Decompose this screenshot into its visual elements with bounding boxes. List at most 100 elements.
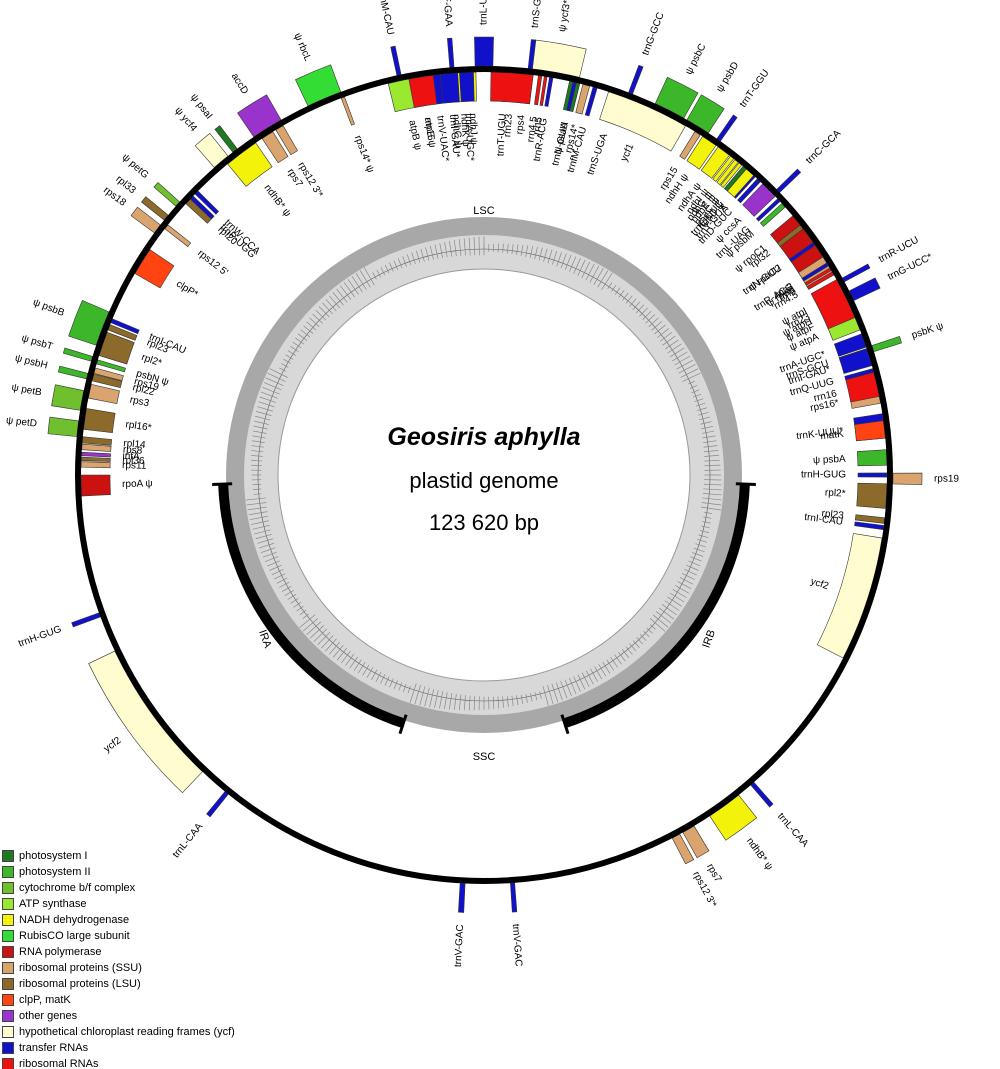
gc-tick <box>292 341 302 349</box>
gc-tick <box>332 644 344 658</box>
gene-block <box>534 75 543 106</box>
title-line-3: 123 620 bp <box>429 510 539 535</box>
irb-arc <box>563 483 750 728</box>
gc-tick <box>372 272 377 280</box>
legend-label: ribosomal proteins (SSU) <box>19 962 142 974</box>
legend-label: photosystem I <box>19 850 88 862</box>
gc-tick <box>371 669 378 680</box>
gc-tick <box>577 259 586 276</box>
gc-tick <box>664 600 680 611</box>
gc-tick <box>704 459 720 462</box>
gc-tick <box>556 252 562 267</box>
gc-tick <box>506 243 509 254</box>
legend-item-trn: transfer RNAs <box>2 1040 235 1056</box>
gene-block <box>726 168 755 198</box>
gene-block <box>804 267 832 286</box>
gc-tick <box>667 343 682 354</box>
gene-label: rrn5 <box>531 116 545 136</box>
gene-block <box>153 182 181 207</box>
gene-block <box>737 178 761 204</box>
gc-tick <box>502 243 504 253</box>
gene-block <box>93 367 124 382</box>
gc-tick <box>697 407 707 411</box>
gene-infa: infA <box>81 451 140 463</box>
gc-tick <box>702 435 716 439</box>
gene-block <box>539 76 548 106</box>
gene-ycf2: ycf2 <box>88 650 203 794</box>
gc-tick <box>249 515 269 521</box>
gc-tick <box>411 252 416 264</box>
gc-tick <box>325 638 337 652</box>
gc-tick <box>313 628 328 642</box>
gene-label: rrn16 <box>813 388 839 404</box>
legend-item-ps2: photosystem II <box>2 864 235 880</box>
gc-tick <box>703 483 722 486</box>
gc-tick <box>696 538 708 543</box>
gc-tick <box>594 666 603 680</box>
gc-tick <box>276 577 288 584</box>
gc-tick <box>402 256 407 267</box>
gc-tick <box>698 411 709 416</box>
gene-label: ψ ycf4 <box>172 105 199 134</box>
gc-tick <box>269 564 282 571</box>
gc-tick <box>375 671 382 682</box>
gc-tick <box>248 511 268 516</box>
gene-block <box>80 456 111 462</box>
gc-tick <box>458 694 462 711</box>
gc-tick <box>251 455 263 457</box>
gene-label: trnG-GCC <box>640 11 666 57</box>
gc-tick <box>267 560 280 567</box>
gc-tick <box>407 685 411 694</box>
gc-tick <box>473 237 476 256</box>
gene--rbcl: ψ rbcL <box>292 32 342 107</box>
gc-tick <box>516 244 519 255</box>
gene-label: ψ rbcL <box>292 32 314 64</box>
gene-block <box>750 781 774 808</box>
gc-tick <box>569 256 577 272</box>
gc-tick <box>306 321 317 331</box>
gc-tick <box>547 684 554 705</box>
gene-label: ψ psbA <box>813 454 846 466</box>
legend-swatch <box>2 930 14 942</box>
gc-tick <box>525 694 528 703</box>
gc-tick <box>419 686 426 706</box>
gc-tick <box>621 649 630 659</box>
gene-block <box>134 249 175 289</box>
gc-tick <box>632 301 641 310</box>
gc-tick <box>262 387 280 395</box>
gc-tick <box>589 265 600 283</box>
gene-label: atpB ψ <box>406 119 423 151</box>
gc-tick <box>694 398 704 403</box>
gc-tick <box>393 680 398 690</box>
gene-block <box>194 190 220 215</box>
gc-tick <box>657 328 669 338</box>
gc-tick <box>315 310 327 321</box>
gc-tick <box>581 261 591 279</box>
gene-label: atpE ψ <box>422 117 438 149</box>
gene-rrn16: rrn16 <box>813 372 880 404</box>
gene-label: ndhJ ψ <box>467 113 479 145</box>
gc-tick <box>655 611 672 624</box>
gc-tick <box>560 253 567 269</box>
gc-tick <box>646 627 653 634</box>
gene-block <box>776 224 804 247</box>
gc-tick <box>502 696 504 708</box>
gc-tick <box>439 243 443 258</box>
gc-tick <box>560 681 568 699</box>
gc-tick <box>328 641 341 655</box>
gc-tick <box>397 258 403 269</box>
legend-label: ATP synthase <box>19 898 87 910</box>
gc-tick <box>555 682 563 701</box>
gc-tick <box>264 382 282 391</box>
gc-tick <box>534 246 538 260</box>
legend-item-rbc: RubisCO large subunit <box>2 928 235 944</box>
gene-block <box>47 416 79 437</box>
gene-label: ycf2 <box>102 735 124 755</box>
legend-label: transfer RNAs <box>19 1042 89 1054</box>
gc-tick <box>689 385 698 389</box>
gene-block <box>857 472 888 478</box>
gc-tick <box>332 292 344 306</box>
gene-block <box>544 77 554 107</box>
gc-tick <box>366 667 374 678</box>
gc-tick <box>429 245 434 260</box>
